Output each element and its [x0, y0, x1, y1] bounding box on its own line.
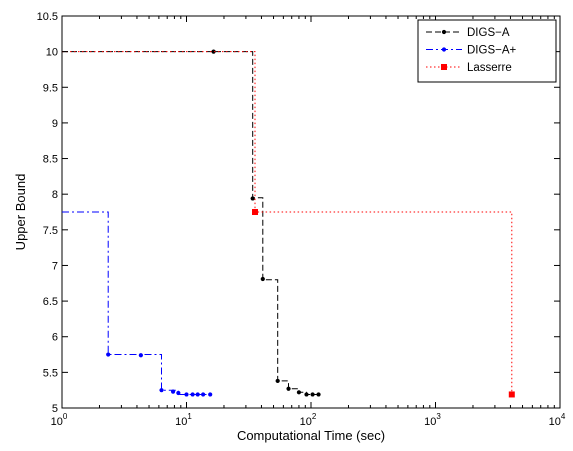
x-tick-label: 100 [51, 412, 68, 428]
y-tick-label: 5 [52, 403, 58, 415]
y-tick-label: 9.5 [43, 82, 58, 94]
tick-layer: 100 101 102 103 10455.566.577.588.599.51010.… [37, 11, 566, 428]
data-point [250, 196, 255, 201]
x-tick-base: 10 [300, 416, 312, 428]
data-point [260, 276, 265, 282]
y-tick-label: 8.5 [43, 154, 58, 166]
series-layer [62, 49, 515, 398]
series-2 [62, 51, 515, 398]
series-0 [62, 49, 321, 397]
data-point [211, 49, 216, 54]
data-point [275, 378, 280, 384]
y-tick-label: 6.5 [43, 296, 58, 308]
data-point [184, 392, 189, 397]
data-point [138, 353, 143, 358]
data-point [252, 209, 259, 215]
y-tick-label: 7 [52, 260, 58, 272]
y-tick-label: 10.5 [37, 11, 58, 23]
x-tick-exponent: 0 [63, 412, 68, 421]
y-axis-label: Upper Bound [13, 174, 28, 251]
legend-label: DIGS−A+ [467, 45, 517, 57]
data-point [508, 391, 515, 398]
x-tick-exponent: 2 [312, 412, 317, 421]
data-point [286, 386, 291, 391]
legend-marker [441, 47, 447, 52]
data-point [190, 392, 195, 397]
legend-marker [441, 64, 447, 70]
legend-marker [441, 29, 447, 35]
legend: DIGS−A DIGS−A+ Lasserre [417, 19, 557, 83]
x-tick-exponent: 3 [436, 412, 441, 421]
y-tick-label: 10 [46, 47, 58, 59]
x-axis-label: Computational Time (sec) [237, 428, 385, 443]
series-line [62, 211, 212, 395]
x-tick-exponent: 4 [561, 412, 566, 421]
data-point [170, 389, 176, 394]
data-point [176, 390, 181, 396]
x-tick-label: 102 [300, 412, 317, 428]
x-tick-label: 101 [175, 412, 192, 428]
y-tick-label: 8 [52, 189, 58, 201]
data-point [208, 392, 213, 397]
y-tick-label: 5.5 [43, 367, 58, 379]
legend-box [417, 19, 557, 83]
x-tick-label: 103 [424, 412, 441, 428]
x-tick-base: 10 [175, 416, 187, 428]
data-point [304, 392, 309, 397]
x-tick-base: 10 [51, 416, 63, 428]
legend-label: Lasserre [467, 62, 512, 74]
y-tick-label: 7.5 [43, 225, 58, 237]
x-tick-label: 104 [549, 412, 566, 428]
x-tick-base: 10 [424, 416, 436, 428]
y-tick-label: 9 [52, 118, 58, 130]
x-tick-exponent: 1 [187, 412, 192, 421]
data-point [201, 392, 206, 397]
data-point [159, 388, 164, 393]
series-1 [62, 211, 213, 397]
data-point [195, 392, 200, 397]
y-tick-label: 6 [52, 332, 58, 344]
data-point [106, 352, 111, 357]
legend-label: DIGS−A [467, 27, 510, 39]
data-point [310, 392, 315, 397]
x-tick-base: 10 [549, 416, 561, 428]
data-point [296, 390, 302, 395]
data-point [316, 392, 321, 397]
